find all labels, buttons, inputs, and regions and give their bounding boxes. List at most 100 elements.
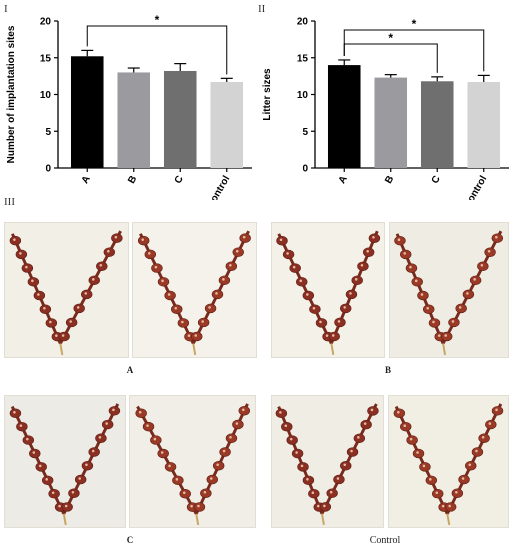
bar-c	[420, 81, 454, 168]
implantation-site	[428, 318, 441, 328]
implantation-site	[81, 461, 94, 471]
site-highlight	[146, 424, 149, 427]
implantation-site	[471, 447, 484, 457]
site-highlight	[403, 252, 407, 255]
site-highlight	[488, 422, 492, 425]
implantation-site	[164, 462, 177, 472]
implantation-site	[448, 317, 460, 328]
implantation-site	[296, 277, 308, 287]
significance-bracket	[343, 29, 485, 72]
significance-star: *	[412, 17, 417, 31]
implantation-site	[22, 435, 35, 445]
implantation-site	[218, 275, 231, 286]
bar-a	[70, 56, 104, 168]
site-highlight	[458, 306, 462, 309]
site-highlight	[409, 437, 413, 441]
implantation-site	[297, 462, 309, 472]
implantation-site	[96, 261, 108, 271]
site-highlight	[284, 424, 288, 428]
implantation-site	[21, 263, 34, 273]
implantation-site	[328, 331, 340, 342]
site-highlight	[215, 292, 218, 295]
site-highlight	[71, 490, 75, 494]
implantation-site	[48, 488, 60, 499]
site-highlight	[203, 490, 207, 494]
site-highlight	[468, 463, 472, 467]
site-highlight	[161, 279, 164, 283]
site-highlight	[114, 235, 118, 239]
implantation-site	[73, 303, 85, 314]
y-tick-label: 15	[297, 53, 309, 64]
site-highlight	[194, 334, 198, 337]
x-tick-label: A	[337, 174, 350, 186]
chart-implantation: 0 5 10 15 20 Number of implantation sites A B C C…	[6, 13, 252, 200]
implantation-site	[417, 290, 429, 301]
implantation-site	[346, 447, 359, 457]
implantation-site	[74, 474, 87, 485]
implantation-site	[281, 422, 293, 432]
implantation-site	[362, 247, 375, 257]
significance-bracket	[86, 25, 228, 75]
panel-label-ii: II	[258, 3, 266, 15]
implantation-site	[137, 235, 150, 246]
site-highlight	[451, 320, 455, 323]
implantation-site	[225, 433, 238, 443]
site-highlight	[312, 306, 316, 310]
implantation-site	[333, 474, 345, 485]
implantation-site	[441, 331, 453, 342]
bar-b	[117, 72, 151, 168]
site-highlight	[444, 334, 448, 337]
site-highlight	[216, 463, 219, 467]
site-highlight	[397, 411, 400, 414]
implantation-site	[232, 419, 244, 430]
uterus-photo-b-1	[271, 222, 385, 358]
implantation-site	[455, 303, 467, 314]
x-tick-label: B	[126, 174, 139, 186]
site-highlight	[455, 490, 458, 494]
implantation-site	[367, 406, 379, 416]
site-highlight	[432, 320, 435, 324]
bar-a	[327, 65, 361, 168]
site-highlight	[153, 437, 157, 441]
implantation-site	[219, 447, 231, 457]
implantation-site	[111, 233, 123, 243]
implantation-site	[406, 435, 418, 445]
site-highlight	[222, 449, 226, 453]
x-tick-label: B	[383, 174, 396, 186]
implantation-site	[302, 475, 315, 485]
implantation-site	[485, 419, 497, 430]
implantation-site	[451, 488, 464, 498]
implantation-site	[308, 488, 320, 499]
implantation-site	[276, 236, 288, 246]
implantation-site	[15, 249, 28, 260]
implantation-site	[33, 290, 46, 301]
site-highlight	[481, 436, 485, 439]
site-highlight	[43, 306, 46, 310]
y-tick-label: 10	[297, 90, 309, 101]
implantation-site	[211, 289, 224, 300]
implantation-site	[419, 462, 431, 472]
site-highlight	[154, 265, 158, 269]
implantation-site	[239, 233, 251, 243]
bar-control	[210, 82, 244, 168]
panel-label-iii: III	[4, 196, 15, 208]
site-highlight	[26, 437, 29, 441]
site-highlight	[323, 504, 326, 508]
site-highlight	[55, 334, 58, 337]
site-highlight	[437, 334, 441, 337]
x-tick-label: Control	[205, 174, 232, 200]
implantation-site	[68, 488, 80, 498]
implantation-site	[200, 488, 212, 498]
uterus-photo-b-2	[389, 222, 509, 358]
implantation-site	[405, 263, 418, 273]
implantation-site	[291, 448, 304, 459]
x-tick-label: C	[430, 174, 443, 186]
implantation-site	[88, 275, 100, 286]
site-highlight	[495, 408, 498, 412]
site-highlight	[300, 464, 304, 468]
implantation-site	[477, 261, 489, 271]
site-highlight	[13, 410, 16, 414]
site-highlight	[349, 292, 352, 295]
site-highlight	[182, 491, 186, 495]
implantation-site	[238, 406, 251, 416]
